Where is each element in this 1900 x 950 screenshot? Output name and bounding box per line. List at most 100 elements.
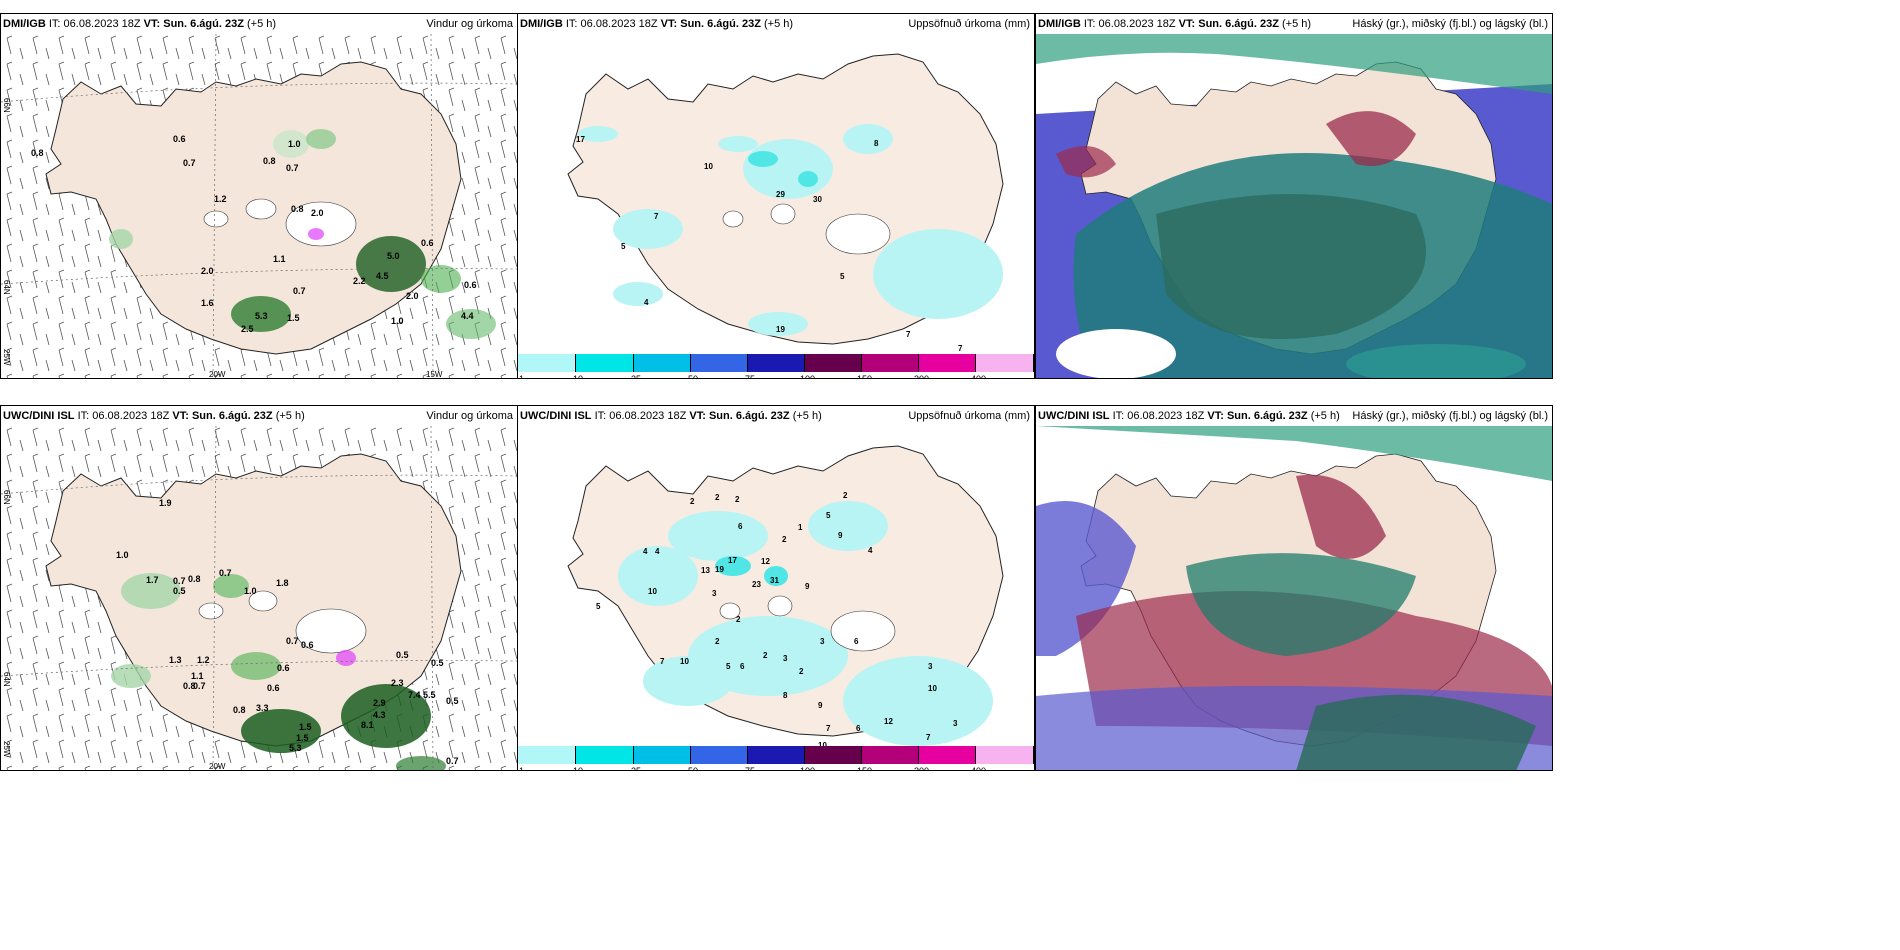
colorbar-cell [862,746,919,764]
accum-value: 17 [576,135,585,144]
precip-value: 2.0 [406,291,419,301]
accum-value: 2 [799,667,804,676]
panel-wind-precip-dmi: DMI/IGB IT: 06.08.2023 18Z VT: Sun. 6.ág… [0,13,518,379]
accum-value: 17 [728,556,737,565]
colorbar-cell [805,354,862,372]
colorbar-cell [691,354,748,372]
accum-value: 10 [704,162,713,171]
precip-value: 3.3 [256,703,269,713]
colorbar-tick: 150 [857,374,872,379]
precip-value: 8.1 [361,720,374,730]
colorbar-tick: 150 [857,766,872,771]
vt-label: VT: [1207,410,1224,422]
accum-value: 7 [906,330,911,339]
accum-value: 10 [928,684,937,693]
vt-label: VT: [689,410,706,422]
accum-value: 13 [701,566,710,575]
precip-value: 0.8 [291,204,304,214]
precip-value: 0.7 [183,158,196,168]
vt-label: VT: [661,18,678,30]
it-label: IT: [595,410,607,422]
precip-value: 5.5 [423,690,436,700]
it-label: IT: [1084,18,1096,30]
precip-value: 5.3 [255,311,268,321]
accum-precip-map: 2 2 2 2 5 9 6 1 2 4 4 17 19 13 12 31 23 … [518,426,1034,746]
accum-value: 2 [735,495,740,504]
precip-value: 0.7 [446,756,459,766]
colorbar-cell [805,746,862,764]
accum-value: 2 [782,535,787,544]
accum-value: 1 [798,523,803,532]
model-name: UWC/DINI ISL [520,410,592,422]
it-value: 06.08.2023 18Z [609,410,686,422]
colorbar-tick: 10 [573,766,583,771]
panel-header: DMI/IGB IT: 06.08.2023 18Z VT: Sun. 6.ág… [1,14,517,34]
lon-label: 25W [2,741,11,758]
colorbar-cell [691,746,748,764]
precip-value: 0.5 [446,696,459,706]
accum-value: 9 [838,531,843,540]
panel-title: Háský (gr.), miðský (fj.bl.) og lágský (… [1352,14,1548,34]
precip-value: 1.5 [287,313,300,323]
precip-value: 0.6 [267,683,280,693]
accum-value: 5 [596,602,601,611]
lon-label: 20W [209,762,226,771]
lat-label: 64N [2,280,11,295]
colorbar-tick: 25 [631,374,641,379]
colorbar-tick: 100 [800,766,815,771]
colorbar-tick: 1 [519,374,524,379]
it-label: IT: [78,410,90,422]
panel-title: Uppsöfnuð úrkoma (mm) [908,14,1030,34]
colorbar-cell [748,746,805,764]
lead-time: (+5 h) [793,410,822,422]
precip-value: 1.5 [296,733,309,743]
accum-value: 4 [643,547,648,556]
precip-value: 2.9 [373,698,386,708]
it-label: IT: [1113,410,1125,422]
precip-value: 1.5 [299,722,312,732]
precip-value: 1.6 [201,298,214,308]
panel-title: Uppsöfnuð úrkoma (mm) [908,406,1030,426]
panel-header: UWC/DINI ISL IT: 06.08.2023 18Z VT: Sun.… [1,406,517,426]
colorbar: 1 10 25 50 75 100 150 200 400 [518,746,1034,771]
precip-value: 1.1 [191,671,204,681]
precip-value: 2.0 [311,208,324,218]
colorbar-tick: 50 [688,374,698,379]
accum-value: 2 [690,497,695,506]
wind-precip-map: 0.8 0.6 0.7 1.0 0.8 0.7 1.2 0.8 2.0 0.6 … [1,34,517,379]
panel-accum-precip-uwc: UWC/DINI ISL IT: 06.08.2023 18Z VT: Sun.… [517,405,1035,771]
precip-value: 1.2 [214,194,227,204]
colorbar-cell [634,746,691,764]
colorbar-cell [976,354,1034,372]
lat-label: 66N [2,490,11,505]
precip-value: 0.6 [173,134,186,144]
lat-label: 64N [2,672,11,687]
accum-value: 2 [763,651,768,660]
precip-value: 1.0 [116,550,129,560]
accum-value: 4 [644,298,649,307]
accum-value: 6 [854,637,859,646]
lead-time: (+5 h) [764,18,793,30]
colorbar-tick: 100 [800,374,815,379]
accum-value: 9 [818,701,823,710]
precip-value: 5.3 [289,743,302,753]
colorbar-tick: 25 [631,766,641,771]
colorbar-cell [634,354,691,372]
precip-value: 1.0 [391,316,404,326]
accum-value: 6 [856,724,861,733]
colorbar-cell [748,354,805,372]
colorbar-cell [576,746,634,764]
colorbar-cell [976,746,1034,764]
accum-value: 4 [655,547,660,556]
accum-value: 19 [715,565,724,574]
panel-clouds-uwc: UWC/DINI ISL IT: 06.08.2023 18Z VT: Sun.… [1035,405,1553,771]
accum-value: 5 [840,272,845,281]
cloud-map [1036,426,1552,771]
accum-value: 29 [776,190,785,199]
vt-value: Sun. 6.ágú. 23Z [163,18,244,30]
colorbar-tick: 75 [745,766,755,771]
precip-value: 0.5 [431,658,444,668]
precip-value: 2.2 [353,276,366,286]
precip-value: 2.5 [241,324,254,334]
precip-value: 1.3 [169,655,182,665]
